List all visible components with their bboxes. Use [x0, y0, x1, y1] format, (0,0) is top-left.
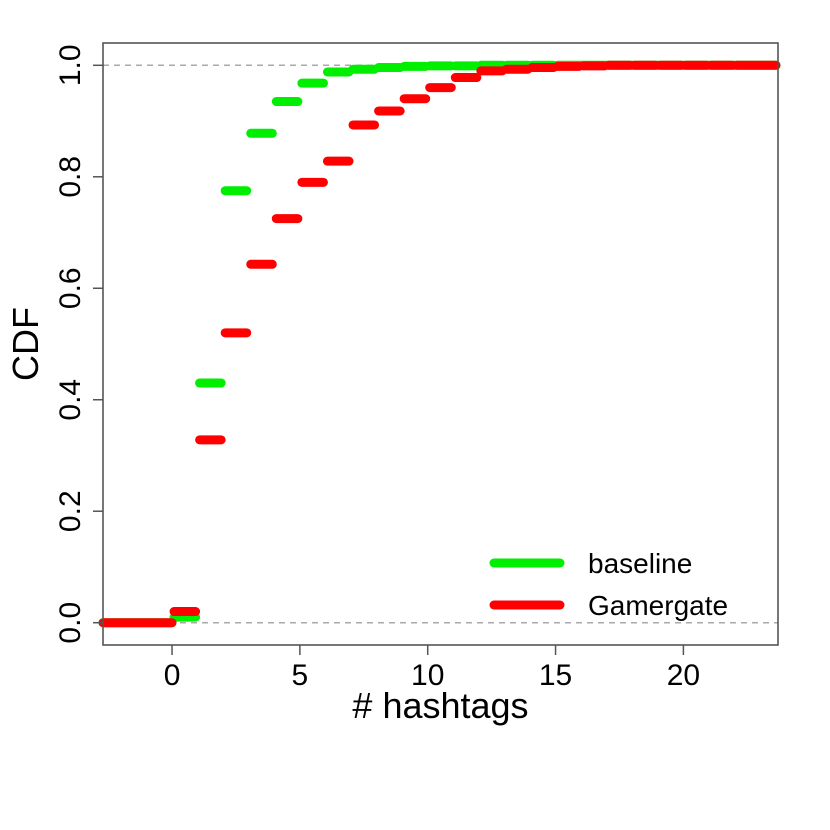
x-axis-label: # hashtags: [352, 685, 528, 726]
y-tick-label: 0.8: [54, 156, 87, 198]
y-tick-label: 0.6: [54, 267, 87, 309]
x-tick-label: 10: [411, 659, 444, 692]
y-tick-label: 0.4: [54, 379, 87, 421]
series-layer: [98, 60, 781, 628]
legend: baseline Gamergate: [489, 548, 728, 621]
y-tick-label: 0.0: [54, 602, 87, 644]
y-axis-label: CDF: [5, 307, 46, 381]
series-gamergate: [98, 60, 781, 628]
x-tick-label: 5: [292, 659, 309, 692]
y-axis: 0.0 0.2 0.4 0.6 0.8 1.0: [54, 44, 103, 644]
legend-label-baseline: baseline: [588, 548, 692, 579]
x-tick-label: 0: [164, 659, 181, 692]
x-axis: 0 5 10 15 20: [164, 645, 700, 692]
x-tick-label: 20: [667, 659, 700, 692]
plot-frame: [102, 42, 779, 646]
legend-label-gamergate: Gamergate: [588, 590, 728, 621]
y-tick-label: 1.0: [54, 44, 87, 86]
x-tick-label: 15: [539, 659, 572, 692]
y-tick-label: 0.2: [54, 490, 87, 532]
